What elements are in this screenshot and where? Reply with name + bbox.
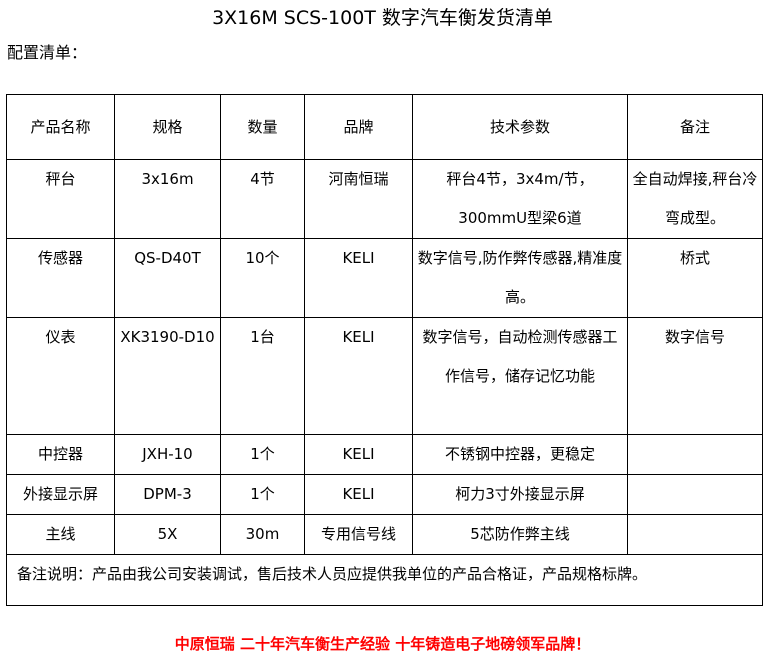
table-cell [627, 474, 763, 515]
note-text: 备注说明：产品由我公司安装调试，售后技术人员应提供我单位的产品合格证，产品规格标… [6, 554, 763, 606]
table-cell: 中控器 [6, 434, 115, 475]
table-cell: 不锈钢中控器，更稳定 [412, 434, 628, 475]
table-cell: 传感器 [6, 238, 115, 318]
table-cell: KELI [304, 317, 413, 435]
table-row: 秤台 3x16m 4节 河南恒瑞 秤台4节，3x4m/节，300mmU型梁6道 … [6, 159, 763, 239]
table-cell [627, 434, 763, 475]
shipping-list-table: 产品名称 规格 数量 品牌 技术参数 备注 秤台 3x16m 4节 河南恒瑞 秤… [6, 94, 763, 606]
table-cell: 全自动焊接,秤台冷弯成型。 [627, 159, 763, 239]
note-row: 备注说明：产品由我公司安装调试，售后技术人员应提供我单位的产品合格证，产品规格标… [6, 554, 763, 606]
table-cell: 数字信号,防作弊传感器,精准度高。 [412, 238, 628, 318]
table-cell: KELI [304, 474, 413, 515]
table-cell: 5X [114, 514, 221, 555]
table-row: 仪表 XK3190-D10 1台 KELI 数字信号，自动检测传感器工作信号，储… [6, 317, 763, 435]
table-header-row: 产品名称 规格 数量 品牌 技术参数 备注 [6, 94, 763, 160]
table-cell: 10个 [220, 238, 305, 318]
table-cell: 秤台 [6, 159, 115, 239]
table-cell: 河南恒瑞 [304, 159, 413, 239]
table-cell: 桥式 [627, 238, 763, 318]
table-cell: KELI [304, 434, 413, 475]
table-cell: 30m [220, 514, 305, 555]
table-row: 传感器 QS-D40T 10个 KELI 数字信号,防作弊传感器,精准度高。 桥… [6, 238, 763, 318]
table-cell: JXH-10 [114, 434, 221, 475]
header-cell: 规格 [114, 94, 221, 160]
table-row: 主线 5X 30m 专用信号线 5芯防作弊主线 [6, 514, 763, 555]
table-cell: 1个 [220, 434, 305, 475]
table-cell: 秤台4节，3x4m/节，300mmU型梁6道 [412, 159, 628, 239]
table-cell: 1个 [220, 474, 305, 515]
table-cell: 数字信号，自动检测传感器工作信号，储存记忆功能 [412, 317, 628, 435]
table-cell: 1台 [220, 317, 305, 435]
table-cell: 3x16m [114, 159, 221, 239]
slogan: 中原恒瑞 二十年汽车衡生产经验 十年铸造电子地磅领军品牌！ [174, 635, 591, 653]
table-cell: 4节 [220, 159, 305, 239]
table-cell: KELI [304, 238, 413, 318]
table-cell: 外接显示屏 [6, 474, 115, 515]
header-cell: 产品名称 [6, 94, 115, 160]
header-cell: 数量 [220, 94, 305, 160]
document-title: 3X16M SCS-100T 数字汽车衡发货清单 [212, 7, 553, 29]
header-cell: 品牌 [304, 94, 413, 160]
table-cell: 仪表 [6, 317, 115, 435]
table-cell: QS-D40T [114, 238, 221, 318]
table-cell: 主线 [6, 514, 115, 555]
table-cell: 数字信号 [627, 317, 763, 435]
table-cell: 5芯防作弊主线 [412, 514, 628, 555]
table-row: 中控器 JXH-10 1个 KELI 不锈钢中控器，更稳定 [6, 434, 763, 475]
header-cell: 技术参数 [412, 94, 628, 160]
table-cell: XK3190-D10 [114, 317, 221, 435]
table-cell [627, 514, 763, 555]
table-row: 外接显示屏 DPM-3 1个 KELI 柯力3寸外接显示屏 [6, 474, 763, 515]
section-label: 配置清单： [7, 43, 88, 62]
header-cell: 备注 [627, 94, 763, 160]
table-cell: 柯力3寸外接显示屏 [412, 474, 628, 515]
table-cell: 专用信号线 [304, 514, 413, 555]
table-cell: DPM-3 [114, 474, 221, 515]
